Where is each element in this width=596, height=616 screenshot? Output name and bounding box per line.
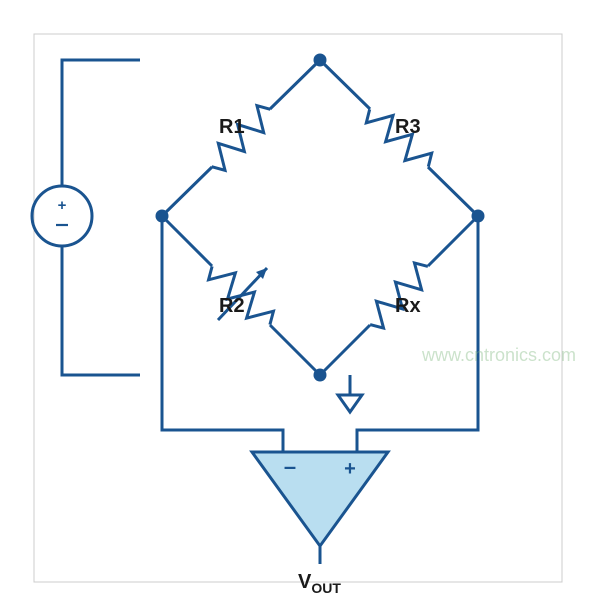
amp-minus: – <box>284 454 296 479</box>
label-vout: VOUT <box>298 571 341 596</box>
watermark-text: www.cntronics.com <box>422 345 576 366</box>
node-top <box>314 54 327 67</box>
label-r1: R1 <box>219 116 245 138</box>
src-p: + <box>58 197 67 214</box>
node-bottom <box>314 369 327 382</box>
amplifier-icon <box>252 452 388 546</box>
node-right <box>472 210 485 223</box>
label-r3: R3 <box>395 116 421 138</box>
label-rx: Rx <box>395 295 421 317</box>
amp-plus: + <box>344 458 356 480</box>
label-r2: R2 <box>219 295 245 317</box>
clean3 <box>140 50 500 390</box>
schematic: + <box>0 0 596 616</box>
ground-icon <box>338 395 362 412</box>
src-icon <box>32 186 92 246</box>
node-left <box>156 210 169 223</box>
